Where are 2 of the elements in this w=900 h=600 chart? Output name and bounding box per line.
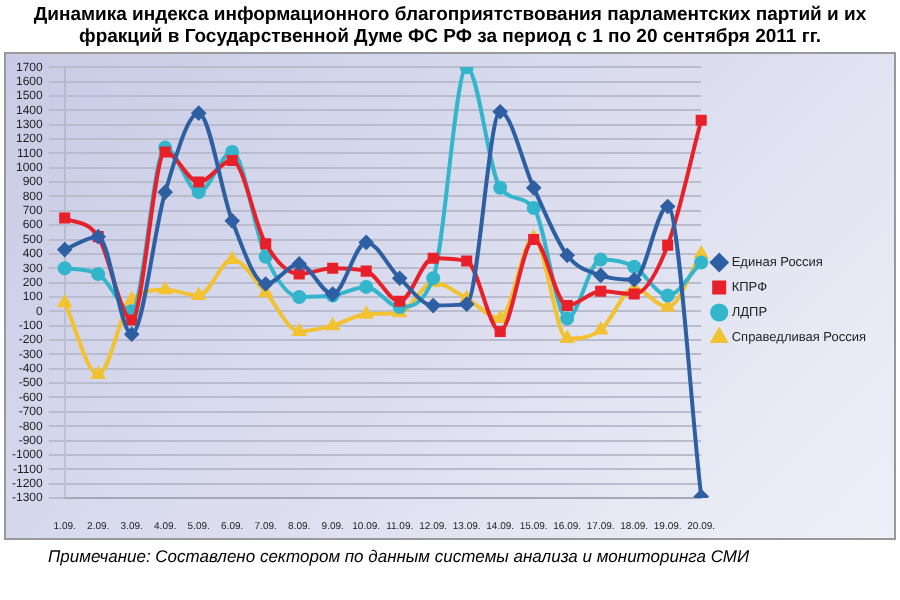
chart-title: Динамика индекса информационного благоприятствования парламентских партий и их фракций в Государственной Думе ФС РФ за период с 1 по 20 сентября 2011 гг. [31, 2, 869, 48]
text: Примечание: Составлено сектором по данным системы анализа и мониторинга СМИ [46, 544, 752, 566]
